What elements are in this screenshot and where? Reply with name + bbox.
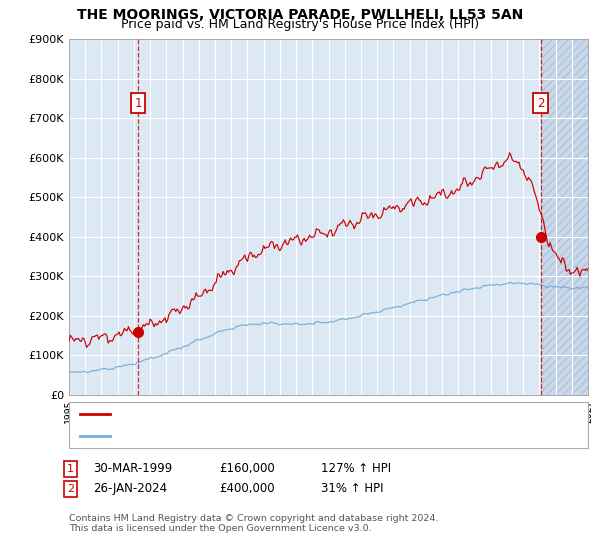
- Text: 1: 1: [67, 464, 74, 474]
- Text: Price paid vs. HM Land Registry's House Price Index (HPI): Price paid vs. HM Land Registry's House …: [121, 18, 479, 31]
- Text: £400,000: £400,000: [219, 482, 275, 496]
- Text: THE MOORINGS, VICTORIA PARADE, PWLLHELI, LL53 5AN: THE MOORINGS, VICTORIA PARADE, PWLLHELI,…: [77, 8, 523, 22]
- Text: 30-MAR-1999: 30-MAR-1999: [93, 462, 172, 475]
- Text: THE MOORINGS, VICTORIA PARADE, PWLLHELI, LL53 5AN (detached house): THE MOORINGS, VICTORIA PARADE, PWLLHELI,…: [114, 409, 526, 419]
- Text: 1: 1: [134, 97, 142, 110]
- Text: HPI: Average price, detached house, Gwynedd: HPI: Average price, detached house, Gwyn…: [114, 431, 368, 441]
- Text: 2: 2: [67, 484, 74, 494]
- Text: 127% ↑ HPI: 127% ↑ HPI: [321, 462, 391, 475]
- Text: 2: 2: [537, 97, 544, 110]
- Text: 26-JAN-2024: 26-JAN-2024: [93, 482, 167, 496]
- Text: £160,000: £160,000: [219, 462, 275, 475]
- Text: 31% ↑ HPI: 31% ↑ HPI: [321, 482, 383, 496]
- Text: Contains HM Land Registry data © Crown copyright and database right 2024.
This d: Contains HM Land Registry data © Crown c…: [69, 514, 439, 534]
